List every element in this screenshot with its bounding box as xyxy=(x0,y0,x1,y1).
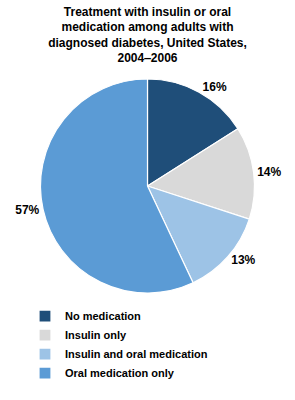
svg-text:Oral medication only: Oral medication only xyxy=(65,367,175,379)
svg-text:16%: 16% xyxy=(203,80,227,94)
svg-text:14%: 14% xyxy=(257,165,281,179)
svg-text:Treatment with insulin or oral: Treatment with insulin or oralmedication… xyxy=(48,5,247,66)
svg-text:13%: 13% xyxy=(231,253,255,267)
svg-text:57%: 57% xyxy=(15,203,39,217)
svg-text:Insulin only: Insulin only xyxy=(65,329,127,341)
svg-text:Insulin and oral medication: Insulin and oral medication xyxy=(65,348,208,360)
svg-text:No medication: No medication xyxy=(65,310,141,322)
